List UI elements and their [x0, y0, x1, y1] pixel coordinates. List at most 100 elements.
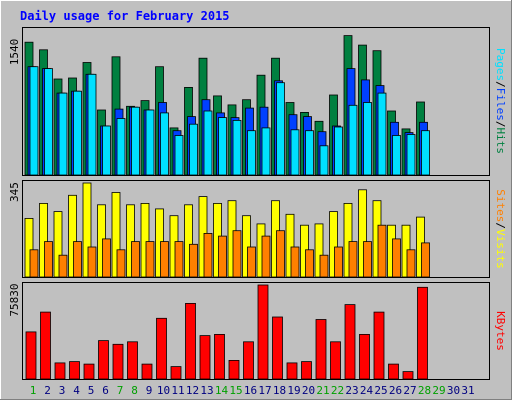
pages-bar-day-2 [44, 68, 53, 176]
sites-bar-day-16 [247, 246, 256, 278]
x-tick-label-4: 4 [73, 384, 80, 397]
kbytes-bar-day-14 [214, 333, 225, 380]
kbytes-bar-day-2 [40, 311, 51, 380]
x-tick-label-9: 9 [146, 384, 153, 397]
x-tick-label-5: 5 [88, 384, 95, 397]
sites-bar-day-14 [218, 235, 227, 278]
sites-bar-day-19 [290, 246, 300, 278]
chart-bars [24, 35, 430, 380]
pages-bar-day-26 [392, 135, 401, 176]
legend-visits: Visits [494, 229, 507, 269]
kbytes-bar-day-8 [127, 341, 138, 380]
x-tick-label-19: 19 [287, 384, 300, 397]
pages-bar-day-16 [247, 130, 256, 176]
kbytes-bar-day-19 [286, 362, 298, 380]
sites-bar-day-25 [377, 224, 387, 278]
pages-bar-day-14 [218, 117, 227, 176]
kbytes-bar-day-6 [98, 340, 109, 380]
x-tick-label-26: 26 [389, 384, 402, 397]
kbytes-legend: KBytes [494, 311, 507, 351]
kbytes-bar-day-15 [228, 359, 240, 380]
visits-bar-day-8 [126, 204, 135, 278]
x-tick-label-31: 31 [461, 384, 474, 397]
x-tick-label-16: 16 [244, 384, 257, 397]
legend-sites: Sites [494, 189, 507, 222]
x-tick-label-2: 2 [44, 384, 51, 397]
x-tick-label-30: 30 [447, 384, 460, 397]
kbytes-bar-day-13 [199, 335, 211, 380]
visits-bar-day-22 [329, 211, 338, 278]
sites-bar-day-24 [363, 241, 372, 278]
x-axis-labels: 1 2 3 4 5 6 7 8 9 10 11 12 13 14 15 16 17 18 19 20 21 22 23 24 2… [30, 384, 475, 397]
pages-bar-day-24 [363, 102, 372, 176]
visits-legend: Sites/Visits [494, 189, 507, 269]
legend-pages: Pages [494, 48, 507, 81]
x-tick-label-21: 21 [316, 384, 329, 397]
kbytes-bar-day-5 [83, 363, 95, 380]
visits-bar-day-7 [111, 192, 121, 278]
sites-bar-day-11 [174, 241, 184, 278]
sites-bar-day-15 [232, 230, 242, 278]
x-tick-label-3: 3 [59, 384, 66, 397]
x-tick-label-27: 27 [403, 384, 416, 397]
sites-bar-day-1 [29, 249, 39, 278]
x-tick-label-12: 12 [186, 384, 199, 397]
x-tick-label-8: 8 [131, 384, 138, 397]
sites-bar-day-13 [203, 232, 213, 278]
sites-bar-day-6 [102, 238, 111, 278]
kbytes-bar-day-16 [243, 341, 254, 380]
kbytes-bar-day-26 [388, 363, 399, 380]
sites-bar-day-8 [131, 241, 140, 278]
x-tick-label-7: 7 [117, 384, 124, 397]
kbytes-bar-day-12 [185, 302, 196, 380]
pages-bar-day-9 [145, 109, 155, 176]
pages-bar-day-20 [305, 130, 314, 176]
hits-legend: Pages/Files/Hits [494, 48, 507, 154]
pages-bar-day-7 [116, 118, 126, 176]
visits-bar-day-24 [358, 189, 367, 278]
sites-bar-day-9 [145, 241, 155, 278]
legend-sep-1: / [494, 81, 507, 88]
visits-bar-day-3 [53, 211, 63, 278]
pages-bar-day-27 [406, 134, 416, 176]
visits-bar-day-23 [343, 202, 353, 278]
pages-bar-day-19 [290, 129, 300, 176]
pages-bar-day-13 [203, 110, 213, 176]
kbytes-bar-day-20 [301, 361, 312, 380]
pages-bar-day-11 [174, 135, 184, 176]
x-tick-label-29: 29 [432, 384, 445, 397]
visits-bar-day-19 [285, 213, 295, 278]
kbytes-bar-day-28 [417, 286, 428, 380]
x-tick-label-22: 22 [331, 384, 344, 397]
visits-bar-day-21 [314, 223, 324, 278]
x-tick-label-23: 23 [345, 384, 358, 397]
sites-bar-day-2 [44, 241, 53, 278]
legend-files: Files [494, 88, 507, 121]
visits-bar-day-2 [39, 202, 48, 278]
visits-bar-day-12 [184, 204, 193, 278]
pages-bar-day-21 [319, 145, 329, 176]
x-tick-label-14: 14 [215, 384, 229, 397]
kbytes-bar-day-4 [69, 361, 80, 380]
x-tick-label-28: 28 [418, 384, 431, 397]
sites-bar-day-7 [116, 249, 126, 278]
kbytes-bar-day-9 [141, 363, 153, 380]
kbytes-max-label: 75830 [8, 283, 21, 316]
x-tick-label-20: 20 [302, 384, 315, 397]
x-tick-label-24: 24 [360, 384, 374, 397]
kbytes-bar-day-10 [156, 317, 167, 380]
sites-bar-day-27 [406, 249, 416, 278]
visits-bar-day-4 [68, 194, 77, 278]
pages-bar-day-17 [261, 127, 271, 176]
sites-bar-day-3 [58, 254, 68, 278]
x-tick-label-1: 1 [30, 384, 37, 397]
kbytes-bar-day-25 [373, 311, 385, 380]
sites-bar-day-26 [392, 238, 401, 278]
kbytes-bar-day-7 [112, 343, 124, 380]
pages-bar-day-28 [421, 130, 430, 176]
sites-bar-day-18 [276, 230, 285, 278]
kbytes-bar-day-11 [170, 366, 182, 380]
legend-sep-2: / [494, 121, 507, 128]
sites-bar-day-17 [261, 235, 271, 278]
